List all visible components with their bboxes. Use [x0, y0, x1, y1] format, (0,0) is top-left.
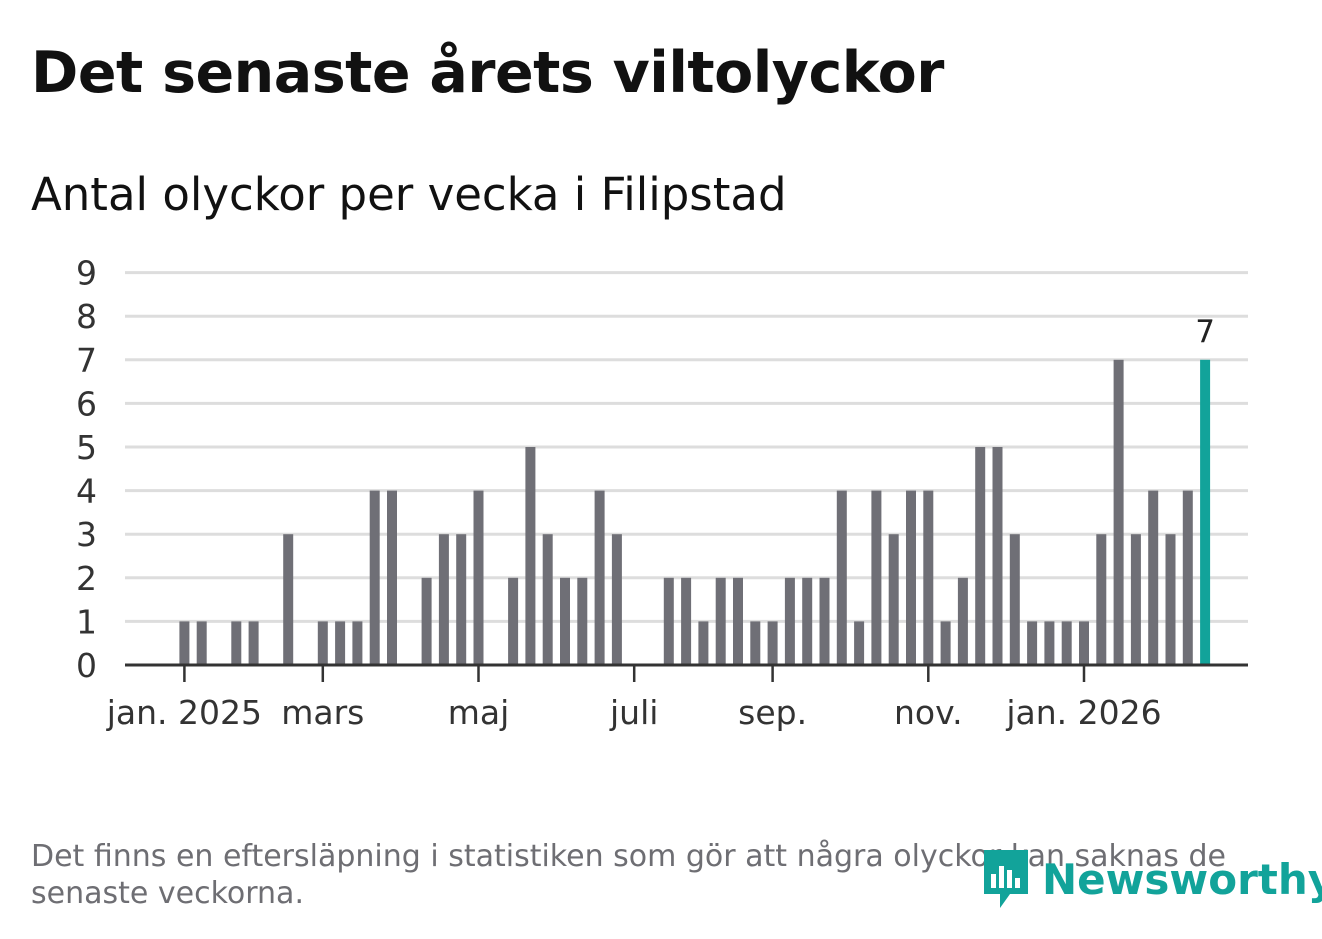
bar	[854, 621, 865, 665]
bar	[681, 577, 692, 665]
y-tick-label: 2	[76, 559, 97, 598]
x-axis: jan. 2025 mars maj juli sep. nov. jan. 2026	[106, 663, 1248, 732]
bar	[906, 490, 916, 665]
bar	[525, 447, 536, 665]
x-tick-label: sep.	[738, 693, 807, 732]
chart-subtitle: Antal olyckor per vecka i Filipstad	[31, 168, 787, 221]
bar	[1009, 534, 1020, 665]
bar	[317, 621, 328, 665]
bar	[940, 621, 951, 665]
grid-lines	[125, 271, 1248, 623]
y-tick-label: 0	[76, 646, 97, 685]
bar	[369, 490, 380, 665]
bar	[577, 577, 588, 665]
bar	[283, 534, 294, 665]
bar	[421, 577, 432, 665]
bar	[1027, 621, 1038, 665]
y-tick-label: 6	[76, 384, 97, 423]
bar	[1113, 359, 1124, 665]
x-tick-label: juli	[609, 693, 658, 732]
bar	[923, 490, 934, 665]
bar	[957, 577, 968, 665]
bar	[1182, 490, 1193, 665]
bar	[698, 621, 709, 665]
bar	[611, 534, 622, 665]
bar	[888, 534, 899, 665]
bar	[992, 447, 1003, 665]
y-tick-label: 4	[76, 472, 97, 511]
bar	[335, 621, 346, 665]
x-tick-label: jan. 2025	[106, 693, 262, 732]
x-tick-label: nov.	[894, 693, 963, 732]
bar	[836, 490, 847, 665]
bar	[196, 621, 207, 665]
brand-name: Newsworthy	[1042, 854, 1322, 904]
bar	[784, 577, 795, 665]
bar	[1130, 534, 1141, 665]
bar	[871, 490, 882, 665]
bar	[231, 621, 242, 665]
bar	[733, 577, 743, 665]
bar	[1044, 621, 1055, 665]
y-tick-label: 3	[76, 515, 97, 554]
bar	[1096, 534, 1107, 665]
x-tick-label: maj	[448, 693, 510, 732]
bar	[975, 447, 986, 665]
newsworthy-logo-icon	[984, 850, 1028, 908]
bar	[594, 490, 605, 665]
bar	[560, 577, 570, 665]
y-tick-label: 8	[76, 297, 97, 336]
bar	[750, 621, 761, 665]
bar	[542, 534, 553, 665]
bar	[802, 577, 813, 665]
bar	[715, 577, 726, 665]
y-axis-ticks: 0 1 2 3 4 5 6 7 8 9	[76, 254, 97, 685]
bar-chart: 0 1 2 3 4 5 6 7 8 9 7 jan. 2025 mars maj juli sep. nov…	[76, 254, 1248, 732]
bar	[179, 621, 190, 665]
bar	[767, 621, 778, 665]
bar-series: 7	[179, 314, 1215, 665]
highlight-value-label: 7	[1195, 314, 1215, 350]
bar	[248, 621, 259, 665]
bar	[1165, 534, 1176, 665]
y-tick-label: 5	[76, 428, 97, 467]
x-tick-label: jan. 2026	[1005, 693, 1161, 732]
bar	[352, 621, 363, 665]
bar-highlight	[1200, 359, 1211, 665]
newsworthy-logo: Newsworthy	[982, 848, 1322, 910]
bar	[819, 577, 830, 665]
bar	[456, 534, 467, 665]
bar	[663, 577, 674, 665]
bar	[387, 490, 397, 665]
y-tick-label: 9	[76, 254, 97, 293]
bar	[1061, 621, 1072, 665]
bar	[1079, 621, 1089, 665]
bar	[473, 490, 484, 665]
x-tick-label: mars	[281, 693, 364, 732]
y-tick-label: 1	[76, 602, 97, 641]
y-tick-label: 7	[76, 341, 97, 380]
bar	[1148, 490, 1159, 665]
bar	[438, 534, 449, 665]
bar	[508, 577, 519, 665]
chart-title: Det senaste årets viltolyckor	[31, 40, 944, 106]
